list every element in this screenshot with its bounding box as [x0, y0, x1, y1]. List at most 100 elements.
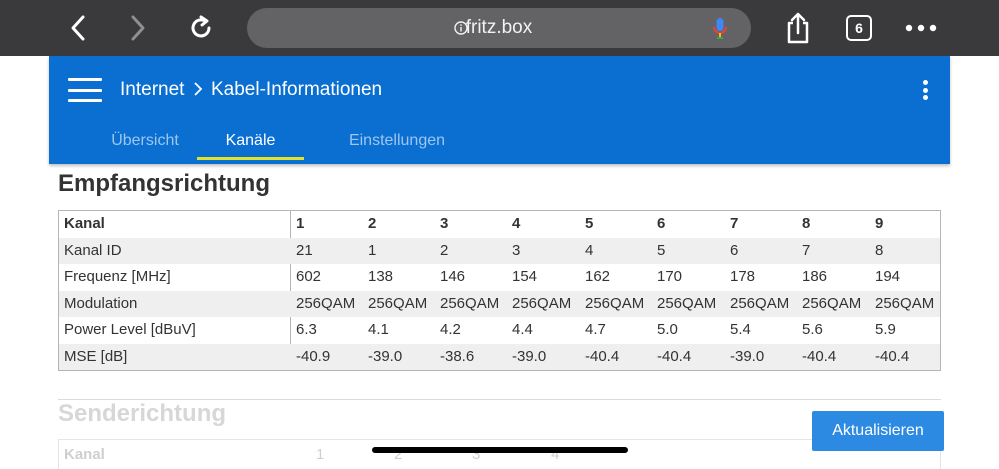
table-cell: 256QAM [657, 294, 717, 312]
back-button[interactable] [58, 8, 98, 48]
table-cell: 4 [585, 241, 594, 259]
table-cell: 178 [730, 268, 756, 285]
tab-einstellungen[interactable]: Einstellungen [348, 132, 446, 149]
breadcrumb-parent[interactable]: Internet [120, 79, 185, 100]
tab-kanaele[interactable]: Kanäle [225, 132, 276, 149]
table-cell: 1 [368, 241, 377, 259]
table-cell: 4.7 [585, 321, 606, 338]
table-cell: 5.9 [875, 321, 896, 338]
table-cell: -40.4 [802, 347, 837, 365]
more-menu-button[interactable] [901, 8, 941, 48]
table-row: Modulation 256QAM 256QAM 256QAM 256QAM 2… [59, 290, 940, 317]
table-row: Power Level [dBuV] 6.3 4.1 4.2 4.4 4.7 5… [59, 317, 940, 344]
channel-header: 7 [730, 215, 739, 232]
row-label: MSE [dB] [64, 347, 128, 365]
hamburger-menu-icon[interactable] [68, 78, 102, 102]
section-divider [58, 399, 941, 400]
microphone-icon[interactable] [713, 17, 727, 41]
browser-toolbar: fritz.box 6 [0, 0, 999, 56]
table-cell: -40.4 [875, 347, 910, 365]
table-cell: 6.3 [296, 321, 317, 338]
table-cell: 154 [512, 268, 538, 285]
breadcrumb: Internet Kabel-Informationen [120, 78, 382, 102]
reload-button[interactable] [181, 8, 221, 48]
table-cell: 194 [875, 268, 901, 285]
table-cell: 146 [440, 268, 466, 285]
table-cell: -40.4 [657, 347, 692, 365]
table-cell: -38.6 [440, 347, 475, 365]
row-label: Frequenz [MHz] [64, 268, 171, 285]
active-tab-indicator [197, 157, 304, 160]
url-text: fritz.box [465, 17, 533, 38]
row-label: Power Level [dBuV] [64, 321, 196, 338]
row-label: Modulation [64, 294, 138, 312]
chevron-right-icon [190, 78, 206, 102]
table-cell: 170 [657, 268, 683, 285]
table-cell: -40.4 [585, 347, 620, 365]
info-icon[interactable] [454, 21, 468, 35]
table-cell: -39.0 [368, 347, 403, 365]
header-cell: Kanal [64, 446, 105, 463]
tab-uebersicht[interactable]: Übersicht [111, 132, 179, 149]
table-cell: 2 [440, 241, 449, 259]
share-icon [787, 12, 809, 44]
channel-header: 4 [512, 215, 521, 232]
kebab-menu-icon[interactable] [923, 80, 929, 100]
breadcrumb-current: Kabel-Informationen [211, 79, 383, 100]
table-header-row: Kanal 1 2 3 4 5 6 7 8 9 [59, 211, 940, 238]
forward-button[interactable] [118, 8, 158, 48]
channel-header: 3 [472, 446, 481, 463]
table-cell: 256QAM [296, 294, 356, 312]
table-cell: 5.0 [657, 321, 678, 338]
table-cell: 21 [296, 241, 313, 259]
table-cell: 256QAM [875, 294, 935, 312]
table-cell: 4.4 [512, 321, 533, 338]
tabs-button[interactable]: 6 [839, 8, 879, 48]
channel-header: 1 [296, 215, 305, 232]
table-cell: 256QAM [440, 294, 500, 312]
downstream-title: Empfangsrichtung [58, 170, 271, 197]
downstream-table: Kanal 1 2 3 4 5 6 7 8 9 Kanal ID 21 1 2 … [58, 210, 941, 371]
table-cell: 5 [657, 241, 666, 259]
reload-icon [191, 15, 211, 38]
more-horizontal-icon [905, 24, 937, 32]
table-cell: -39.0 [730, 347, 765, 365]
table-cell: 256QAM [585, 294, 645, 312]
address-bar[interactable]: fritz.box [247, 8, 751, 48]
tab-count-badge: 6 [846, 15, 872, 41]
channel-header: 8 [802, 215, 811, 232]
chevron-right-icon [131, 15, 145, 41]
table-cell: 3 [512, 241, 521, 259]
table-cell: 602 [296, 268, 322, 285]
table-cell: 8 [875, 241, 884, 259]
table-cell: -40.9 [296, 347, 331, 365]
channel-header: 2 [394, 446, 403, 463]
table-cell: 4.2 [440, 321, 461, 338]
table-cell: 256QAM [512, 294, 572, 312]
app-header: Internet Kabel-Informationen Übersicht K… [49, 56, 950, 164]
channel-header: 2 [368, 215, 377, 232]
page-content: Internet Kabel-Informationen Übersicht K… [0, 56, 999, 469]
channel-header: 3 [440, 215, 449, 232]
table-cell: 4.1 [368, 321, 389, 338]
row-label: Kanal ID [64, 241, 122, 259]
chevron-left-icon [71, 15, 85, 41]
channel-header: 4 [551, 446, 560, 463]
channel-header: 6 [657, 215, 666, 232]
table-cell: 256QAM [368, 294, 428, 312]
table-cell: 162 [585, 268, 611, 285]
channel-header: 1 [316, 446, 325, 463]
table-row: Frequenz [MHz] 602 138 146 154 162 170 1… [59, 264, 940, 291]
table-row: MSE [dB] -40.9 -39.0 -38.6 -39.0 -40.4 -… [59, 343, 940, 370]
table-cell: -39.0 [512, 347, 547, 365]
table-cell: 7 [802, 241, 811, 259]
table-cell: 186 [802, 268, 828, 285]
table-cell: 138 [368, 268, 394, 285]
channel-header: 9 [875, 215, 884, 232]
refresh-button[interactable]: Aktualisieren [812, 411, 944, 451]
table-cell: 256QAM [730, 294, 790, 312]
channel-header: 5 [585, 215, 594, 232]
share-button[interactable] [778, 8, 818, 48]
table-cell: 6 [730, 241, 739, 259]
table-cell: 256QAM [802, 294, 862, 312]
